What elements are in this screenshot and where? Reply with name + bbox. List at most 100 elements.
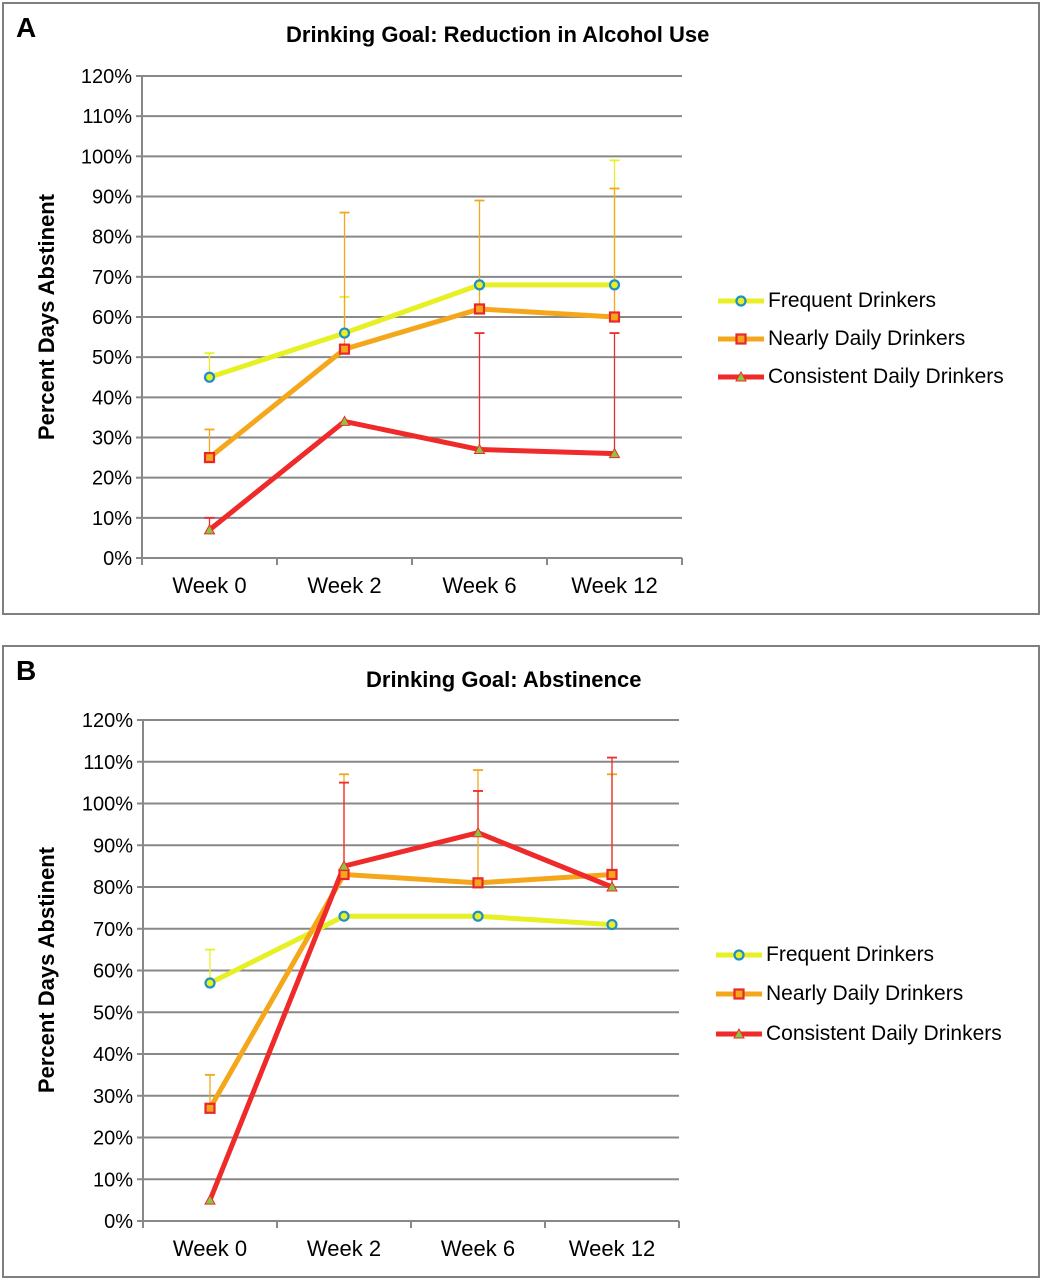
data-point [608, 311, 621, 323]
data-point [204, 1194, 216, 1205]
series-line [208, 282, 615, 380]
x-tick-label: Week 2 [307, 1236, 381, 1261]
legend-label: Consistent Daily Drinkers [768, 365, 1004, 388]
y-tick-label: 40% [93, 1044, 133, 1066]
legend-marker [733, 1027, 745, 1039]
legend: Frequent Drinkers Nearly Daily Drinkers Co… [714, 935, 1002, 1054]
data-point [608, 447, 621, 459]
x-tick-label: Week 0 [172, 573, 246, 598]
series-line [207, 418, 615, 532]
line-chart-a: 0% 10% 20% 30% 40% 50% 60% 70% 80% 90% 100% 110% 120… [34, 66, 683, 598]
series-line [208, 913, 613, 986]
y-tick-label: 70% [93, 919, 133, 941]
legend-swatch [716, 1027, 762, 1039]
legend-item: Nearly Daily Drinkers [714, 975, 1002, 1015]
legend-marker [735, 295, 747, 307]
y-tick-label: 120% [81, 66, 132, 88]
y-tick-label: 10% [92, 508, 132, 530]
x-tick-label: Week 2 [307, 573, 381, 598]
y-tick-label: 20% [93, 1128, 133, 1150]
y-tick-label: 60% [93, 961, 133, 983]
data-point [203, 451, 216, 464]
legend-swatch [718, 295, 764, 307]
x-tick-label: Week 6 [442, 573, 516, 598]
data-point [472, 910, 484, 922]
data-point [473, 443, 486, 455]
data-point [338, 415, 351, 426]
data-point [606, 880, 618, 892]
data-point [338, 327, 351, 339]
legend-label: Consistent Daily Drinkers [766, 1021, 1002, 1045]
legend-marker [735, 370, 747, 382]
legend-marker [733, 988, 745, 1000]
y-axis-label: Percent Days Abstinent [34, 193, 59, 440]
y-tick-label: 90% [92, 187, 132, 209]
data-point [338, 860, 350, 871]
chart-panel-b: B Drinking Goal: Abstinence 0% 10% 20% 30% 4… [2, 645, 1040, 1278]
legend-item: Frequent Drinkers [716, 282, 1004, 320]
legend-swatch [718, 370, 764, 382]
data-point [338, 868, 350, 881]
chart-title: Drinking Goal: Abstinence [366, 667, 642, 692]
data-point [338, 343, 351, 355]
y-tick-label: 30% [93, 1086, 133, 1108]
y-tick-label: 10% [93, 1169, 133, 1191]
data-point [473, 303, 486, 315]
y-tick-label: 100% [82, 794, 133, 816]
data-point [204, 1102, 216, 1114]
legend-item: Nearly Daily Drinkers [716, 320, 1004, 358]
chart-title: Drinking Goal: Reduction in Alcohol Use [286, 22, 710, 47]
line-chart-b: 0% 10% 20% 30% 40% 50% 60% 70% 80% 90% 100% 110% 120… [34, 710, 680, 1261]
y-tick-label: 70% [92, 267, 132, 289]
data-point [203, 371, 216, 383]
data-point [204, 977, 216, 989]
y-tick-label: 90% [93, 835, 133, 857]
legend-label: Frequent Drinkers [766, 942, 935, 966]
x-tick-label: Week 12 [569, 1236, 655, 1261]
data-point [606, 918, 618, 931]
series-line [207, 830, 613, 1202]
y-tick-label: 80% [93, 877, 133, 899]
y-tick-label: 110% [82, 106, 132, 128]
y-tick-label: 100% [81, 146, 132, 168]
legend-label: Nearly Daily Drinkers [766, 982, 964, 1006]
legend-label: Frequent Drinkers [768, 289, 937, 312]
legend-item: Frequent Drinkers [714, 935, 1002, 975]
y-tick-label: 30% [92, 428, 132, 450]
panel-label: B [16, 655, 37, 686]
data-point [338, 910, 350, 922]
x-tick-label: Week 0 [173, 1236, 247, 1261]
data-point [608, 279, 621, 291]
series-line [207, 306, 615, 460]
y-axis-label: Percent Days Abstinent [34, 846, 59, 1093]
legend-swatch [716, 949, 762, 961]
series-line [207, 871, 613, 1110]
x-tick-label: Week 6 [441, 1236, 515, 1261]
y-tick-label: 50% [92, 347, 132, 369]
x-tick-label: Week 12 [571, 573, 657, 598]
legend-item: Consistent Daily Drinkers [714, 1014, 1002, 1054]
legend-label: Nearly Daily Drinkers [768, 327, 966, 350]
panel-label: A [16, 12, 37, 43]
y-tick-label: 60% [92, 307, 132, 329]
y-tick-label: 40% [92, 387, 132, 409]
legend-item: Consistent Daily Drinkers [716, 358, 1004, 396]
y-tick-label: 0% [103, 548, 132, 570]
legend-swatch [718, 333, 764, 345]
y-tick-label: 80% [92, 227, 132, 249]
data-point [473, 279, 486, 291]
chart-panel-a: A Drinking Goal: Reduction in Alcohol Us… [2, 2, 1040, 615]
y-tick-label: 110% [83, 752, 133, 774]
legend-marker [733, 949, 745, 961]
data-point [606, 868, 618, 881]
legend-marker [735, 333, 747, 345]
y-tick-label: 120% [82, 710, 133, 732]
y-tick-label: 20% [92, 468, 132, 490]
y-tick-label: 50% [93, 1002, 133, 1024]
data-point [203, 523, 216, 535]
legend-swatch [716, 988, 762, 1000]
data-point [472, 826, 484, 838]
y-tick-label: 0% [104, 1211, 133, 1233]
data-point [472, 877, 484, 889]
legend: Frequent Drinkers Nearly Daily Drinkers Co… [716, 282, 1004, 396]
